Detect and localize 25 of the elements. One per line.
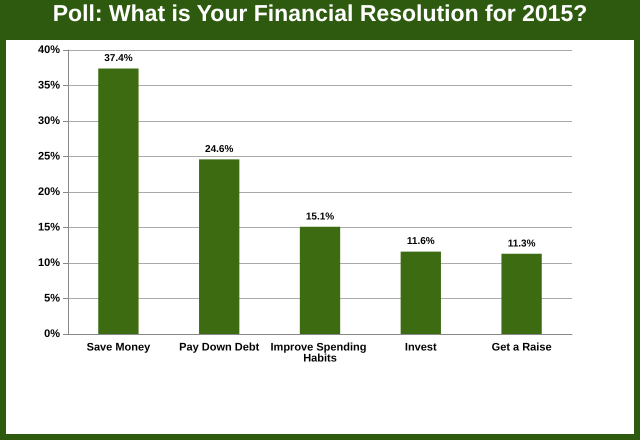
y-tick-label: 10% — [38, 257, 60, 269]
x-tick-label: Pay Down Debt — [179, 342, 260, 354]
bar — [300, 226, 340, 334]
x-tick-label: Save Money — [86, 342, 152, 354]
data-label: 15.1% — [306, 211, 334, 222]
y-tick-label: 25% — [38, 150, 60, 162]
y-tick-label: 15% — [38, 222, 60, 234]
y-tick-label: 35% — [38, 80, 60, 92]
chart-title: Poll: What is Your Financial Resolution for 2015? — [52, 0, 588, 28]
bar — [98, 68, 139, 334]
bar — [199, 159, 240, 334]
x-tick-label: Improve Spending Habits — [270, 342, 370, 364]
bar — [501, 254, 542, 334]
data-label: 11.6% — [406, 236, 435, 248]
x-tick-label: Get a Raise — [492, 342, 552, 354]
y-tick-label: 30% — [38, 115, 60, 127]
x-tick-label: Invest — [404, 342, 438, 354]
y-tick-label: 0% — [44, 328, 60, 340]
y-tick-label: 5% — [44, 292, 60, 304]
data-label: 37.4% — [104, 52, 133, 64]
data-label: 11.3% — [508, 238, 536, 250]
data-label: 24.6% — [205, 144, 234, 155]
y-tick-label: 20% — [38, 186, 60, 198]
y-tick-label: 40% — [38, 44, 60, 56]
bar — [400, 252, 441, 334]
